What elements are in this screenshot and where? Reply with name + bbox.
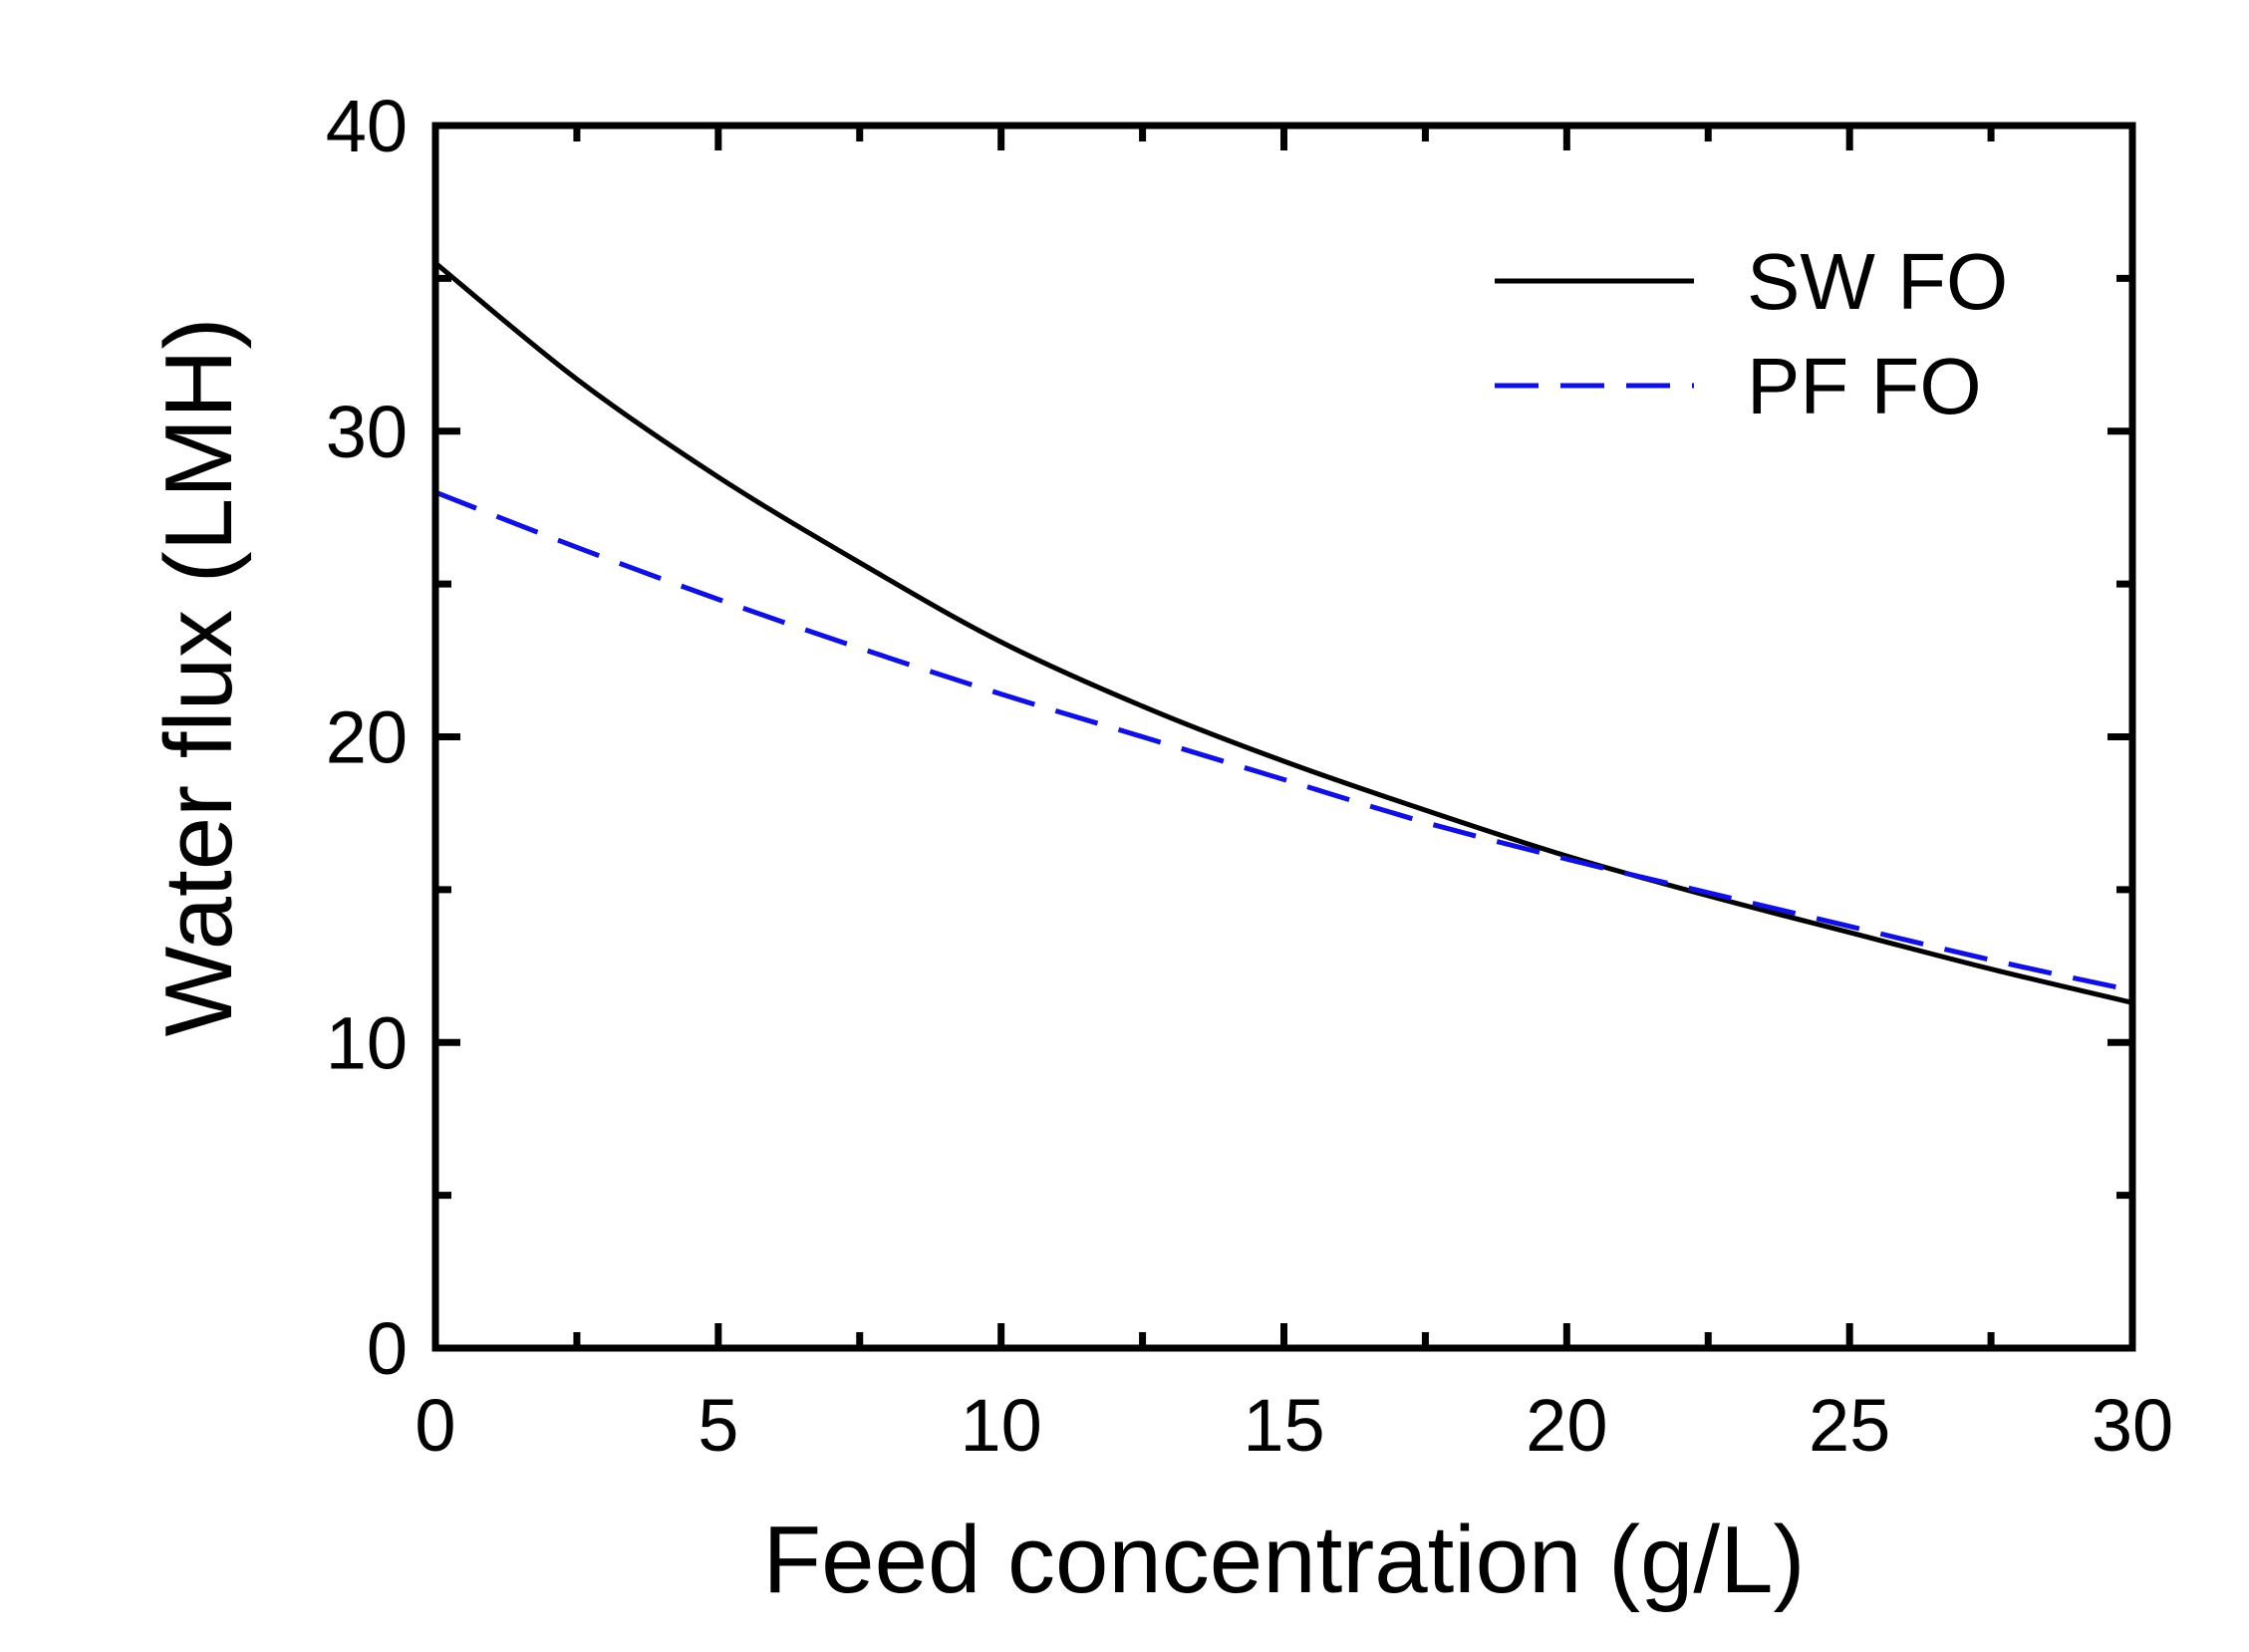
y-tick-label: 40 — [326, 85, 408, 167]
x-tick-label: 20 — [1526, 1384, 1607, 1467]
x-tick-label: 30 — [2092, 1384, 2173, 1467]
x-axis-title: Feed concentration (g/L) — [763, 1507, 1806, 1613]
x-tick-label: 25 — [1809, 1384, 1890, 1467]
y-tick-label: 20 — [326, 696, 408, 779]
series-line-pf-fo — [435, 492, 2132, 990]
x-tick-label: 5 — [698, 1384, 738, 1467]
y-tick-label: 30 — [326, 391, 408, 473]
y-tick-labels: 0 10 20 30 40 — [326, 85, 408, 1390]
x-tick-label: 0 — [415, 1384, 455, 1467]
x-tick-labels: 0 5 10 15 20 25 30 — [415, 1384, 2173, 1467]
x-tick-label: 10 — [961, 1384, 1042, 1467]
chart: 0 5 10 15 20 25 30 0 10 20 30 40 Feed concentratio… — [0, 0, 2249, 1652]
y-tick-label: 0 — [367, 1307, 408, 1390]
x-tick-label: 15 — [1243, 1384, 1324, 1467]
y-axis-title: Water flux (LMH) — [145, 318, 252, 1037]
legend-label: SW FO — [1747, 237, 2008, 326]
legend: SW FO PF FO — [1495, 237, 2008, 430]
legend-label: PF FO — [1747, 342, 1982, 430]
y-tick-label: 10 — [326, 1001, 408, 1084]
